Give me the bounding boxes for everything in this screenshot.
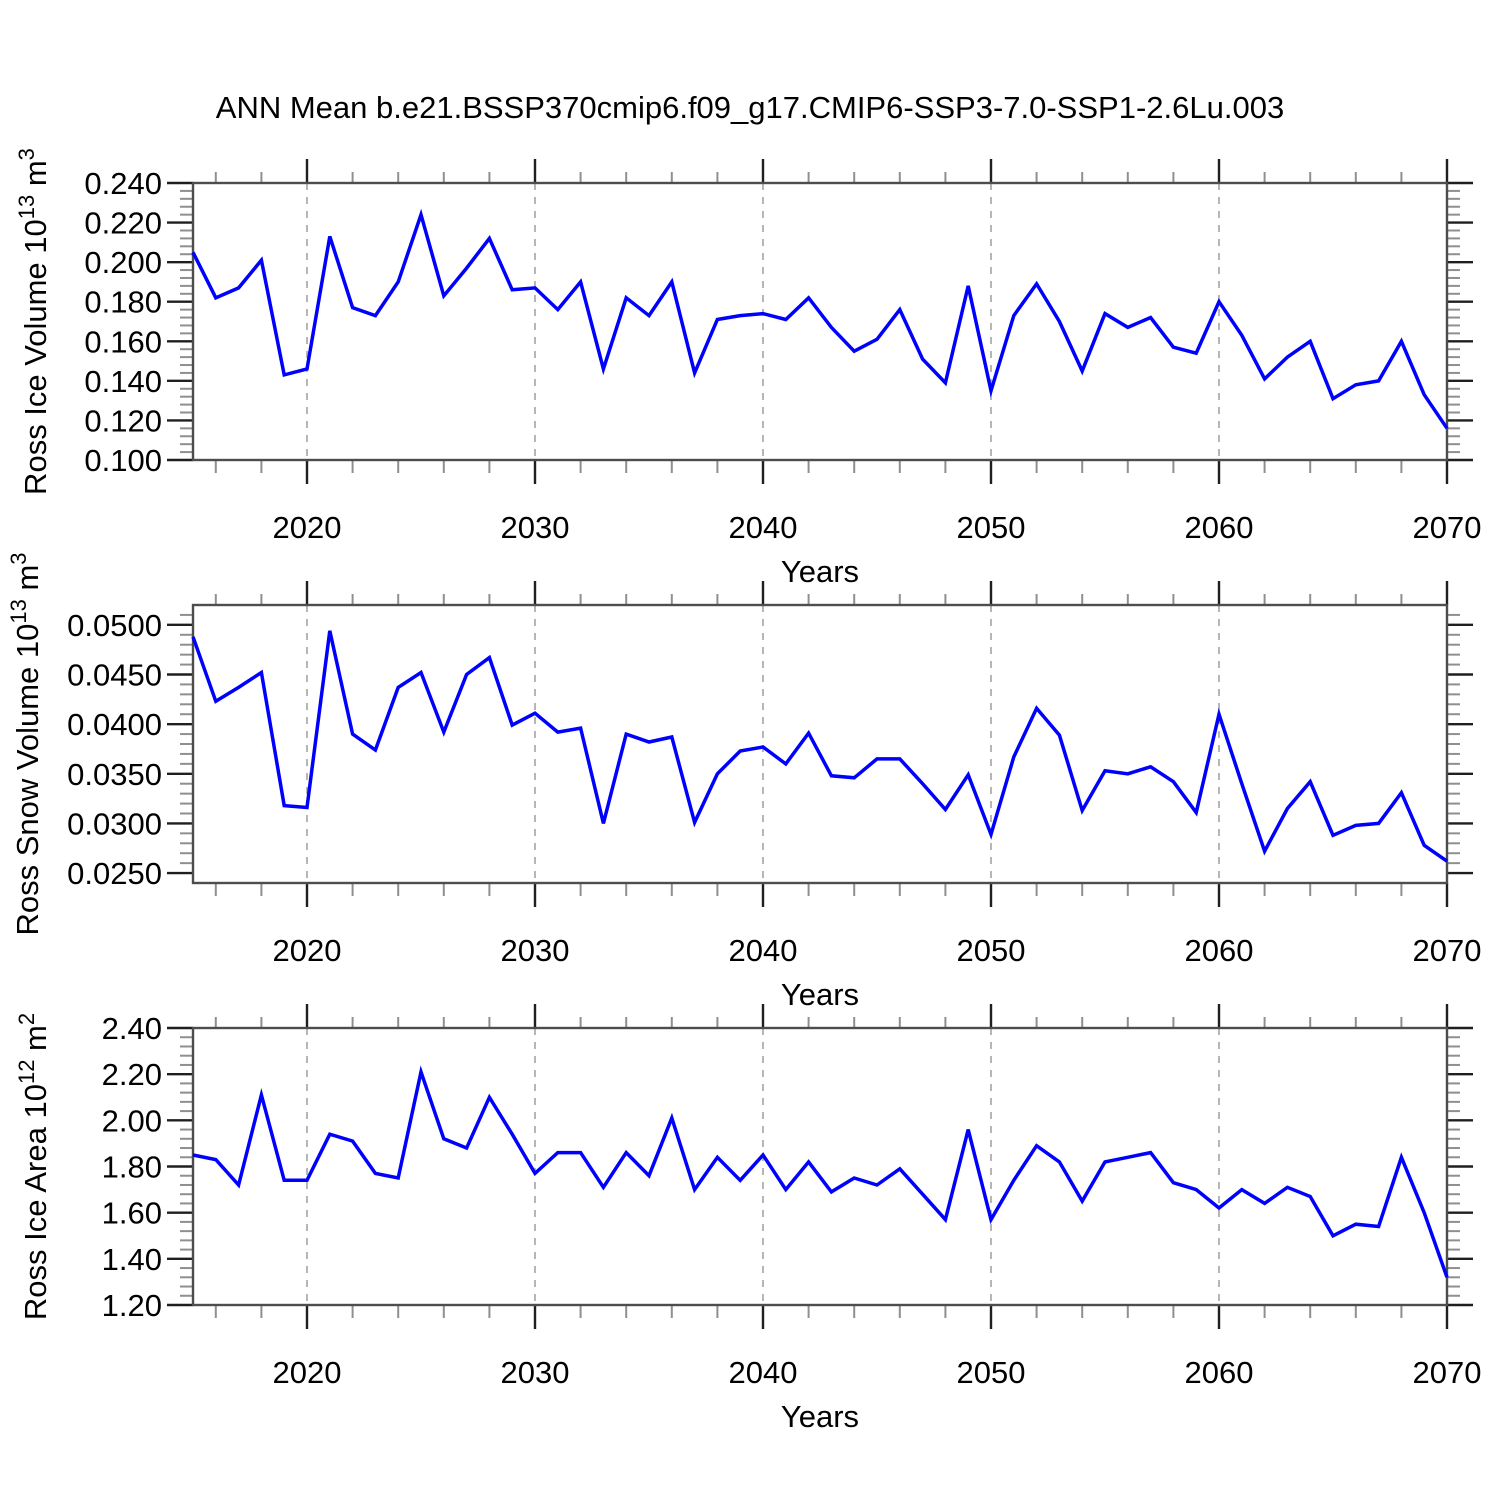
x-tick-label: 2060 bbox=[1185, 1355, 1254, 1390]
x-tick-label: 2020 bbox=[273, 933, 342, 968]
y-tick-label: 0.100 bbox=[84, 443, 162, 478]
series-line bbox=[191, 208, 1449, 430]
x-tick-label: 2040 bbox=[729, 1355, 798, 1390]
chart-ross-snow-volume: 2020 2030 2040 2050 2060 2070 0.0500 0.0450 0.04… bbox=[6, 552, 1481, 1012]
y-tick-label: 0.0300 bbox=[67, 806, 162, 841]
y-tick-label: 0.160 bbox=[84, 324, 162, 359]
x-tick-label: 2040 bbox=[729, 510, 798, 545]
plot-frame bbox=[191, 603, 1449, 885]
x-tick-label: 2060 bbox=[1185, 510, 1254, 545]
y-tick-label: 0.180 bbox=[84, 285, 162, 320]
y-tick-label: 0.140 bbox=[84, 364, 162, 399]
y-tick-label: 0.200 bbox=[84, 245, 162, 280]
y-tick-label: 0.120 bbox=[84, 403, 162, 438]
x-axis-title: Years bbox=[781, 977, 859, 1012]
x-tick-label: 2020 bbox=[273, 1355, 342, 1390]
x-axis-title: Years bbox=[781, 554, 859, 589]
x-tick-label: 2070 bbox=[1413, 510, 1482, 545]
x-tick-label: 2050 bbox=[957, 933, 1026, 968]
y-axis-title: Ross Ice Volume 1013 m3 bbox=[14, 148, 53, 495]
x-tick-label: 2020 bbox=[273, 510, 342, 545]
figure-title: ANN Mean b.e21.BSSP370cmip6.f09_g17.CMIP… bbox=[215, 90, 1285, 125]
y-axis-title: Ross Snow Volume 1013 m3 bbox=[6, 552, 45, 935]
chart-ross-ice-area: 2020 2030 2040 2050 2060 2070 2.40 2.20 2.00 1.80… bbox=[14, 1004, 1481, 1434]
plot-frame bbox=[191, 181, 1449, 462]
y-tick-label: 0.0500 bbox=[67, 608, 162, 643]
y-tick-label: 2.20 bbox=[102, 1057, 162, 1092]
y-tick-label: 1.40 bbox=[102, 1242, 162, 1277]
y-tick-label: 0.220 bbox=[84, 206, 162, 241]
x-tick-label: 2040 bbox=[729, 933, 798, 968]
y-axis-title: Ross Ice Area 1012 m2 bbox=[14, 1013, 53, 1320]
y-tick-label: 1.60 bbox=[102, 1196, 162, 1231]
y-tick-label: 0.0350 bbox=[67, 757, 162, 792]
x-tick-label: 2050 bbox=[957, 510, 1026, 545]
x-tick-label: 2030 bbox=[501, 933, 570, 968]
x-tick-label: 2070 bbox=[1413, 1355, 1482, 1390]
x-tick-label: 2030 bbox=[501, 1355, 570, 1390]
y-tick-label: 0.240 bbox=[84, 166, 162, 201]
x-tick-label: 2060 bbox=[1185, 933, 1254, 968]
y-tick-label: 0.0250 bbox=[67, 856, 162, 891]
series-line bbox=[191, 630, 1449, 863]
chart-ross-ice-volume: 2020 2030 2040 2050 2060 2070 0.240 0.220 0.200 0… bbox=[14, 148, 1481, 589]
y-tick-label: 2.40 bbox=[102, 1011, 162, 1046]
x-tick-label: 2050 bbox=[957, 1355, 1026, 1390]
x-tick-label: 2070 bbox=[1413, 933, 1482, 968]
series-line bbox=[192, 1065, 1449, 1278]
y-tick-label: 1.20 bbox=[102, 1288, 162, 1323]
y-tick-label: 2.00 bbox=[102, 1103, 162, 1138]
x-axis-title: Years bbox=[781, 1399, 859, 1434]
y-tick-label: 0.0400 bbox=[67, 707, 162, 742]
y-tick-label: 1.80 bbox=[102, 1150, 162, 1185]
plot-frame bbox=[191, 1026, 1449, 1307]
x-tick-label: 2030 bbox=[501, 510, 570, 545]
y-tick-label: 0.0450 bbox=[67, 658, 162, 693]
